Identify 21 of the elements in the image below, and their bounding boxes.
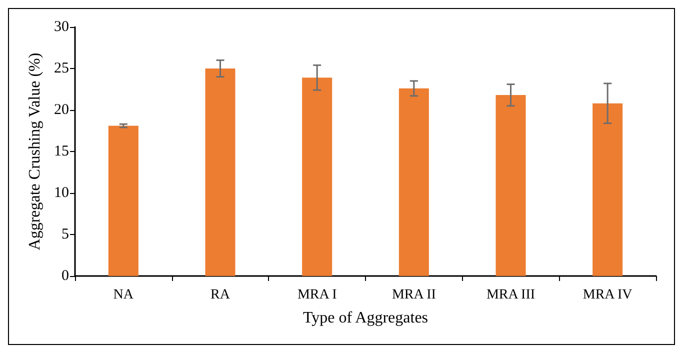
y-tick-label: 30 — [54, 19, 69, 35]
x-tick-label: MRA IV — [582, 288, 632, 302]
bar — [108, 126, 138, 276]
x-tick-label: MRA III — [486, 288, 536, 302]
y-tick-label: 5 — [62, 226, 69, 242]
x-tick-label: MRA I — [297, 288, 338, 302]
x-axis-title: Type of Aggregates — [302, 310, 428, 326]
y-tick-label: 10 — [54, 185, 69, 201]
bar — [205, 68, 236, 276]
x-tick-label: RA — [210, 288, 231, 302]
x-tick-label: NA — [113, 288, 134, 302]
y-tick-label: 20 — [54, 102, 69, 118]
bar — [592, 103, 623, 276]
bar — [496, 95, 526, 276]
y-tick-label: 15 — [54, 144, 69, 160]
y-tick-label: 25 — [54, 60, 69, 76]
x-tick-label: MRA II — [392, 288, 436, 302]
y-tick-label: 0 — [62, 268, 69, 284]
y-axis-title: Aggregate Crushing Value (%) — [26, 52, 44, 250]
bar — [398, 88, 429, 276]
bar — [302, 78, 332, 276]
